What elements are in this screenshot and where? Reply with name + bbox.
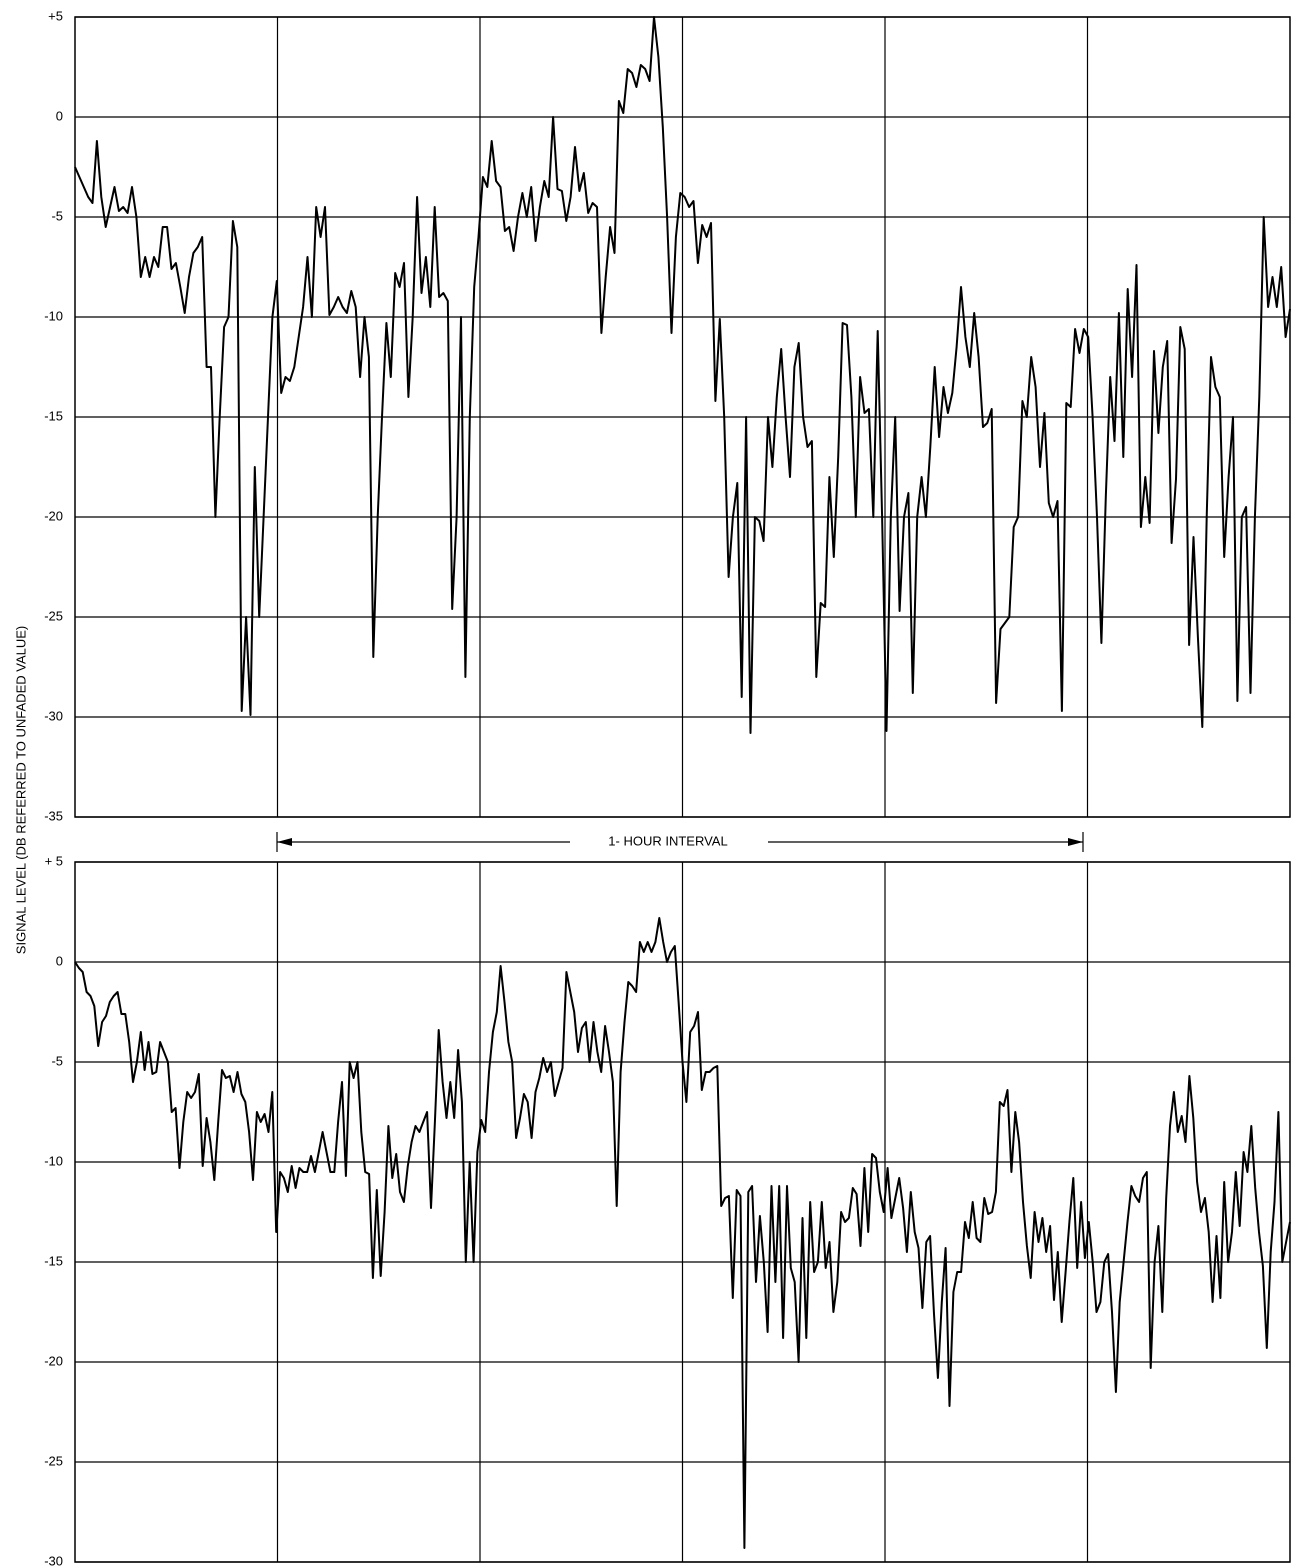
- y-tick-label: -30: [44, 708, 63, 723]
- y-tick-label: -5: [51, 1053, 63, 1068]
- signal-line: [74, 16, 1291, 734]
- y-tick-label: -10: [44, 1153, 63, 1168]
- y-tick-label: -20: [44, 508, 63, 523]
- y-tick-label: + 5: [45, 853, 63, 868]
- y-tick-label: -5: [51, 208, 63, 223]
- y-tick-label: -15: [44, 1253, 63, 1268]
- y-tick-label: -15: [44, 408, 63, 423]
- signal-line: [74, 917, 1291, 1549]
- y-tick-label: -30: [44, 1553, 63, 1568]
- y-tick-label: -25: [44, 608, 63, 623]
- y-tick-label: -35: [44, 808, 63, 823]
- y-tick-label: -25: [44, 1453, 63, 1468]
- annotation: 1- HOUR INTERVAL: [608, 833, 727, 848]
- plot-frame: [74, 16, 1291, 818]
- y-axis-label: SIGNAL LEVEL (DB REFERRED TO UNFADED VAL…: [13, 626, 28, 954]
- y-tick-label: 0: [56, 108, 63, 123]
- arrow-head: [1068, 838, 1083, 846]
- y-tick-label: -20: [44, 1353, 63, 1368]
- plot-frame: [74, 861, 1291, 1563]
- y-tick-label: +5: [48, 8, 63, 23]
- y-tick-label: -10: [44, 308, 63, 323]
- arrow-head: [277, 838, 292, 846]
- y-tick-label: 0: [56, 953, 63, 968]
